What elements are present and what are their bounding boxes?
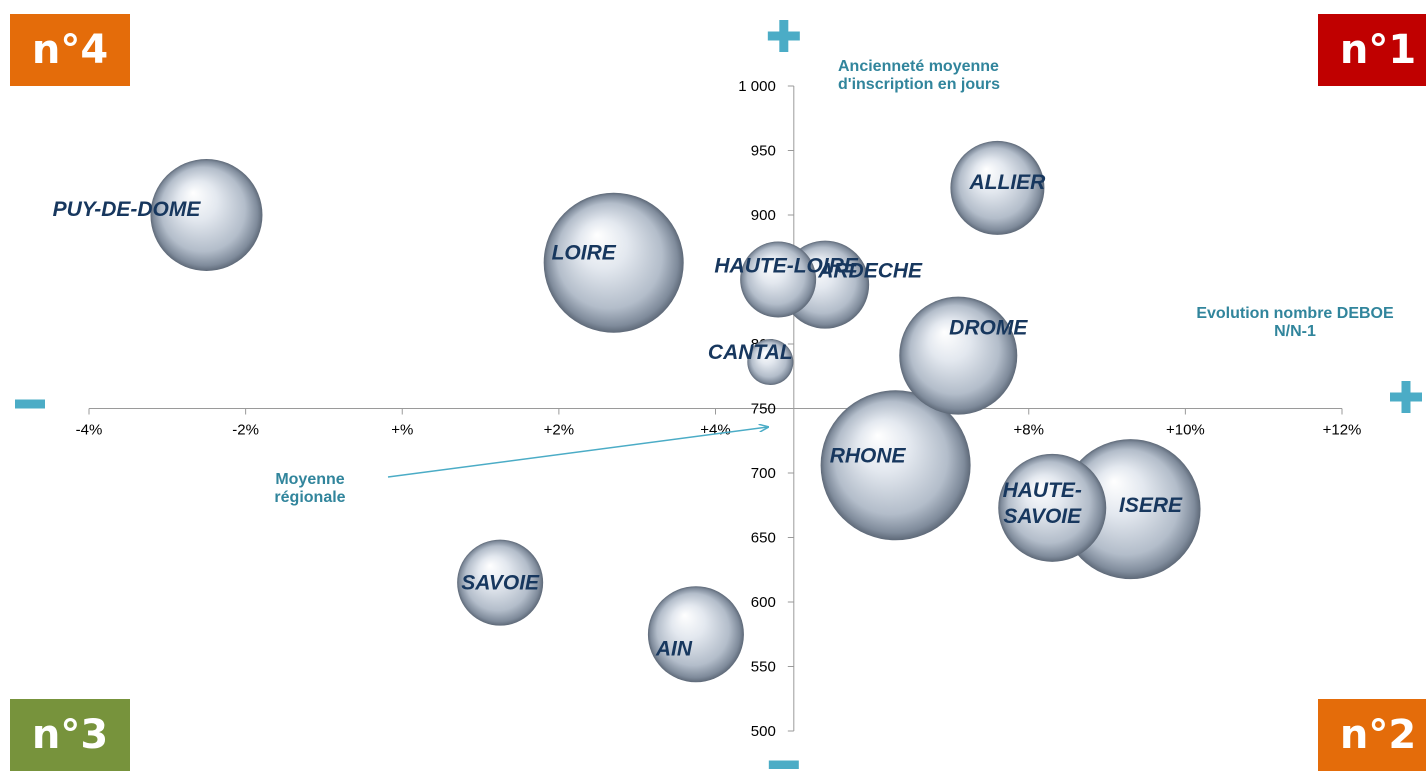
x-tick-label: -2% [232,422,259,439]
quadrant-badge-n1: n°1 [1318,14,1426,86]
plus-icon [1390,381,1422,413]
bubble-puy-de-dome [150,159,263,271]
bubble-label: ALLIER [969,171,1047,194]
x-tick-label: +12% [1323,422,1362,439]
y-tick-label: 500 [751,723,776,740]
bubble-cantal [747,339,794,386]
bubble-allier [950,140,1045,235]
bubble-label: RHONE [830,444,907,467]
x-axis-title: Evolution nombre DEBOE N/N-1 [1196,305,1394,340]
bubble-label: ISERE [1119,494,1183,517]
average-arrow [387,427,768,478]
y-tick-label: 900 [751,207,776,224]
y-tick-label: 950 [751,143,776,160]
quadrant-badge-n3: n°3 [10,699,130,771]
minus-icon [768,760,799,769]
bubble-loire [543,192,684,333]
y-tick-label: 550 [751,659,776,676]
y-axis-title: Ancienneté moyenne d'inscription en jour… [838,58,1001,93]
bubble-label: HAUTE-LOIRE [714,255,858,278]
x-tick-label: +8% [1014,422,1044,439]
average-label: Moyenne régionale [274,471,346,506]
bubbles [150,140,1201,683]
y-tick-label: 600 [751,594,776,611]
bubble-label: LOIRE [552,242,617,265]
bubble-label: AIN [655,637,693,660]
bubble-haute-loire [740,241,817,318]
y-tick-label: 650 [751,530,776,547]
minus-icon [15,399,45,409]
bubble-label: CANTAL [708,341,793,364]
quadrant-badge-n2: n°2 [1318,699,1426,771]
bubble-label: PUY-DE-DOME [53,198,202,221]
bubble-label: HAUTE-SAVOIE [1003,479,1083,528]
x-tick-label: +2% [544,422,574,439]
quadrant-badge-n4: n°4 [10,14,130,86]
y-tick-label: 1 000 [738,78,776,95]
y-tick-label: 700 [751,465,776,482]
y-tick-label: 750 [751,401,776,418]
average-annotation [387,427,768,478]
x-tick-label: -4% [76,422,103,439]
bubble-label: DROME [949,317,1028,340]
axes [88,85,1343,732]
x-tick-label: +10% [1166,422,1205,439]
bubble-haute-savoie [998,453,1107,562]
bubble-drome [899,296,1018,415]
bubble-label: ARDECHE [817,260,923,283]
bubble-label: SAVOIE [461,572,540,595]
bubble-savoie [457,539,544,626]
bubble-isere [1060,439,1201,580]
plus-icon [767,20,800,52]
bubble-ain [647,586,744,683]
x-tick-label: +% [391,422,413,439]
bubble-rhone [820,390,971,541]
axis-signs [15,20,1422,769]
